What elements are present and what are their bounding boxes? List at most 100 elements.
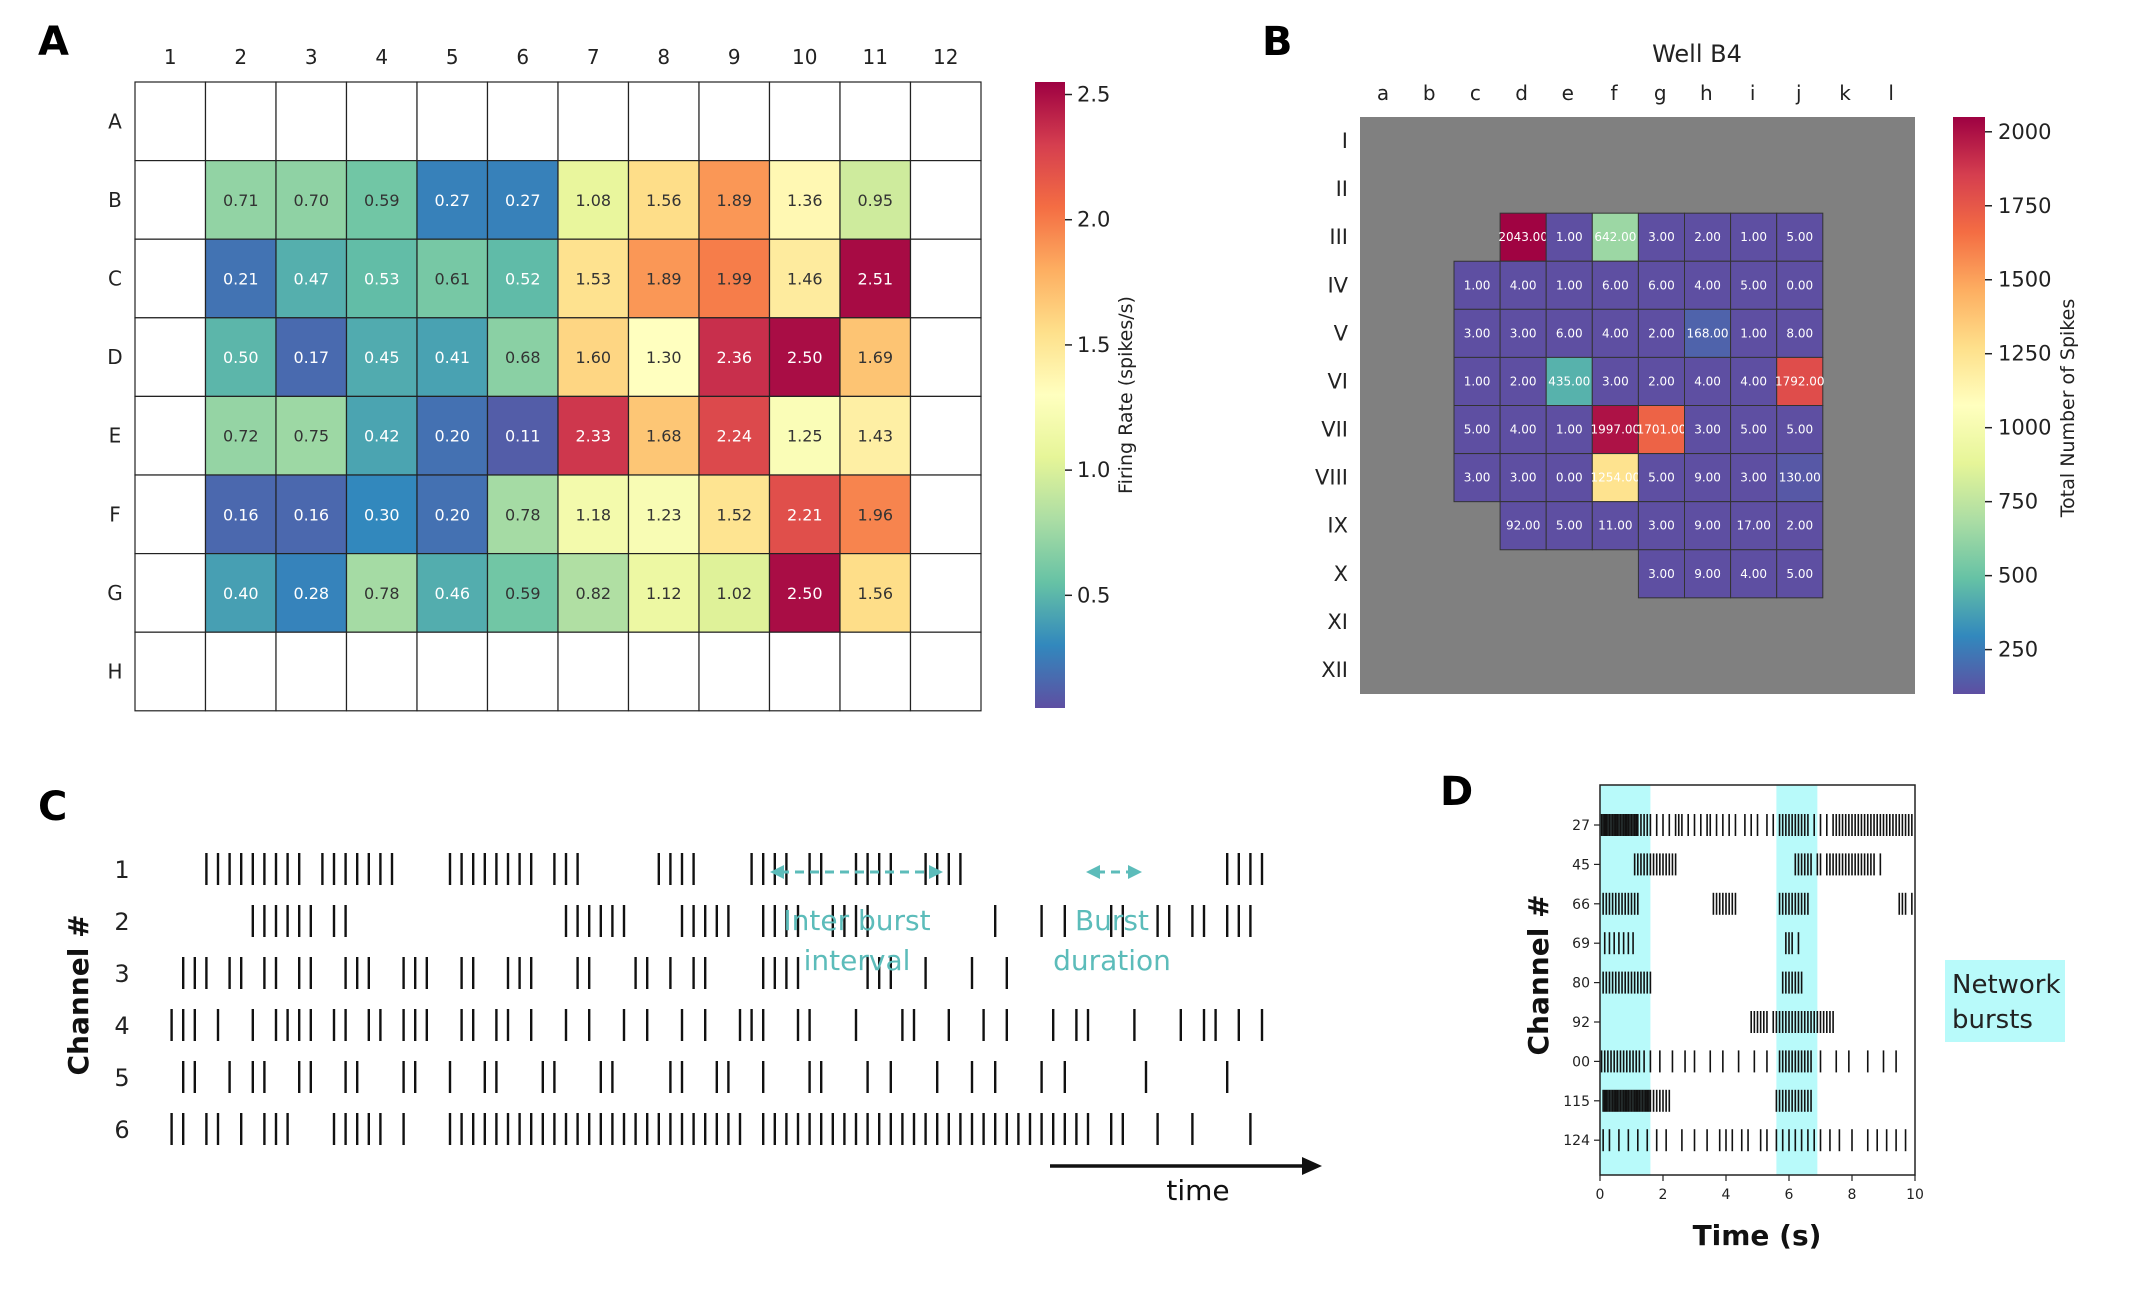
cell-value-C5: 0.61 <box>434 270 470 289</box>
colorbar-a-tick: 1.0 <box>1077 458 1110 482</box>
electrode-value-Vf: 4.00 <box>1602 326 1629 340</box>
electrode-cell-IVj <box>1776 260 1824 310</box>
well-row-VII: VII <box>1321 418 1348 442</box>
well-row-V: V <box>1334 321 1349 345</box>
cell-value-G11: 1.56 <box>857 584 893 603</box>
electrode-value-Vj: 8.00 <box>1786 326 1813 340</box>
electrode-cell-IIIj <box>1776 212 1824 262</box>
cell-value-E8: 1.68 <box>646 427 682 446</box>
electrode-value-IVi: 5.00 <box>1740 278 1767 292</box>
cell-value-D10: 2.50 <box>787 348 823 367</box>
electrode-value-VIIc: 5.00 <box>1464 423 1491 437</box>
heat-cell-A6 <box>486 81 559 162</box>
heat-cell-H8 <box>627 631 700 712</box>
electrode-cell-VIIc <box>1453 405 1501 455</box>
electrode-value-Xi: 4.00 <box>1740 567 1767 581</box>
colorbar-b-tick: 250 <box>1998 638 2038 662</box>
well-col-f: f <box>1610 81 1618 105</box>
heat-cell-F10 <box>768 474 841 555</box>
well-row-XI: XI <box>1327 610 1348 634</box>
heat-cell-E1 <box>134 395 207 476</box>
electrode-cell-Vg <box>1637 308 1686 358</box>
row-label-B: B <box>108 188 122 212</box>
heat-cell-C5 <box>416 238 489 319</box>
heat-cell-F9 <box>698 474 771 555</box>
col-label-6: 6 <box>516 45 529 69</box>
row-label-E: E <box>109 424 122 448</box>
heat-cell-D9 <box>698 317 771 397</box>
heat-cell-E7 <box>557 395 630 476</box>
cell-value-D9: 2.36 <box>716 348 752 367</box>
annotation-duration: duration <box>1053 944 1171 977</box>
heat-cell-D2 <box>204 317 277 397</box>
electrode-value-VIIIf: 1254.00 <box>1591 471 1641 485</box>
cell-value-F7: 1.18 <box>575 505 611 524</box>
electrode-value-VIIIe: 0.00 <box>1556 471 1583 485</box>
colorbar-b-tick: 1000 <box>1998 416 2051 440</box>
electrode-value-VIg: 2.00 <box>1648 374 1675 388</box>
raster-d-channel-124: 124 <box>1563 1133 1590 1149</box>
cell-value-D4: 0.45 <box>364 348 400 367</box>
electrode-cell-IVg <box>1637 260 1686 310</box>
electrode-value-IVh: 4.00 <box>1694 278 1721 292</box>
well-col-d: d <box>1515 81 1528 105</box>
col-label-7: 7 <box>587 45 600 69</box>
electrode-value-IVf: 6.00 <box>1602 278 1629 292</box>
heat-cell-C7 <box>557 238 630 319</box>
electrode-value-IXj: 2.00 <box>1786 519 1813 533</box>
electrode-value-IXh: 9.00 <box>1694 519 1721 533</box>
panel-letter-b: B <box>1262 19 1293 65</box>
cell-value-G9: 1.02 <box>716 584 752 603</box>
heat-cell-D1 <box>134 317 207 397</box>
heat-cell-B9 <box>698 160 771 240</box>
heat-cell-C10 <box>768 238 841 319</box>
electrode-value-VIIf: 1997.00 <box>1591 423 1641 437</box>
heat-cell-F11 <box>839 474 912 555</box>
heat-cell-A11 <box>839 81 912 162</box>
electrode-value-Vi: 1.00 <box>1740 326 1767 340</box>
electrode-cell-IXd <box>1499 501 1547 551</box>
colorbar-a-label: Firing Rate (spikes/s) <box>1115 296 1137 494</box>
heat-cell-H4 <box>345 631 418 712</box>
cell-value-G3: 0.28 <box>293 584 329 603</box>
cell-value-B2: 0.71 <box>223 191 259 210</box>
well-col-e: e <box>1562 81 1574 105</box>
channel-label-3: 3 <box>114 960 129 988</box>
heat-cell-A1 <box>134 81 207 162</box>
cell-value-F4: 0.30 <box>364 505 400 524</box>
cell-value-C8: 1.89 <box>646 270 682 289</box>
electrode-cell-VIi <box>1730 356 1778 406</box>
heat-cell-F4 <box>345 474 418 555</box>
electrode-value-IXg: 3.00 <box>1648 519 1675 533</box>
cell-value-D3: 0.17 <box>293 348 329 367</box>
raster-d-channel-66: 66 <box>1572 897 1590 913</box>
raster-y-label: Channel # <box>62 914 95 1075</box>
heat-cell-E12 <box>909 395 982 476</box>
heat-cell-C12 <box>909 238 982 319</box>
cell-value-B10: 1.36 <box>787 191 823 210</box>
electrode-value-IXe: 5.00 <box>1556 519 1583 533</box>
heat-cell-H2 <box>204 631 277 712</box>
well-row-IV: IV <box>1327 273 1348 297</box>
cell-value-E7: 2.33 <box>575 427 611 446</box>
legend-network-bursts-swatch <box>1945 960 2065 1042</box>
electrode-cell-Vh <box>1684 308 1732 358</box>
raster-d-frame <box>1599 784 1916 1176</box>
electrode-value-VIe: 435.00 <box>1548 374 1590 388</box>
panel-letter-c: C <box>38 784 67 830</box>
electrode-cell-VIIf <box>1591 405 1639 455</box>
cell-value-B6: 0.27 <box>505 191 541 210</box>
electrode-cell-VIIIe <box>1545 453 1593 503</box>
electrode-value-IIIg: 3.00 <box>1648 230 1675 244</box>
well-col-i: i <box>1750 81 1756 105</box>
raster-d-xtick-label: 4 <box>1722 1187 1731 1203</box>
electrode-cell-IVf <box>1591 260 1639 310</box>
electrode-value-VIIg: 1701.00 <box>1637 423 1687 437</box>
cell-value-F9: 1.52 <box>716 505 752 524</box>
heat-cell-C1 <box>134 238 207 319</box>
raster-d-channel-27: 27 <box>1572 818 1590 834</box>
cell-value-D11: 1.69 <box>857 348 893 367</box>
cell-value-C10: 1.46 <box>787 270 823 289</box>
electrode-value-VIId: 4.00 <box>1510 423 1537 437</box>
